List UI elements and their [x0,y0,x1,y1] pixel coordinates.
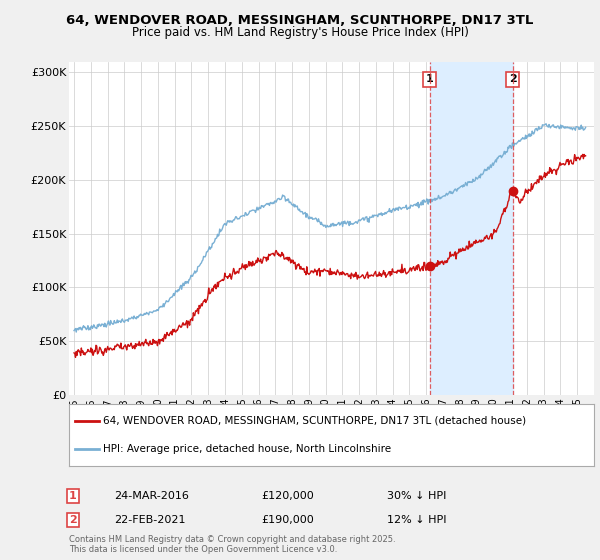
Text: 1: 1 [69,491,77,501]
Text: 12% ↓ HPI: 12% ↓ HPI [387,515,446,525]
Text: Contains HM Land Registry data © Crown copyright and database right 2025.
This d: Contains HM Land Registry data © Crown c… [69,535,395,554]
Bar [430,62,512,395]
Text: 24-MAR-2016: 24-MAR-2016 [114,491,189,501]
Text: 64, WENDOVER ROAD, MESSINGHAM, SCUNTHORPE, DN17 3TL: 64, WENDOVER ROAD, MESSINGHAM, SCUNTHORP… [67,14,533,27]
Text: 22-FEB-2021: 22-FEB-2021 [114,515,185,525]
Text: 64, WENDOVER ROAD, MESSINGHAM, SCUNTHORPE, DN17 3TL (detached house): 64, WENDOVER ROAD, MESSINGHAM, SCUNTHORP… [103,416,526,426]
Text: Price paid vs. HM Land Registry's House Price Index (HPI): Price paid vs. HM Land Registry's House … [131,26,469,39]
Text: HPI: Average price, detached house, North Lincolnshire: HPI: Average price, detached house, Nort… [103,444,391,454]
Text: £120,000: £120,000 [261,491,314,501]
Text: 2: 2 [69,515,77,525]
Text: £190,000: £190,000 [261,515,314,525]
Text: 1: 1 [426,74,433,85]
Text: 30% ↓ HPI: 30% ↓ HPI [387,491,446,501]
Text: 2: 2 [509,74,517,85]
